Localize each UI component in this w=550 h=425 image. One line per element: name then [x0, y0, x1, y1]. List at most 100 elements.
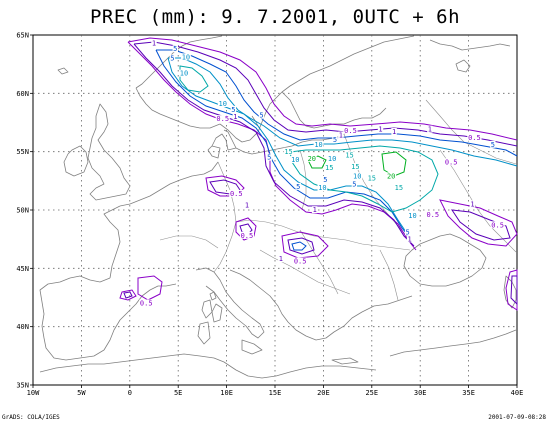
contour-label: 0.5	[140, 300, 153, 308]
contour-label-bg	[215, 115, 230, 123]
x-tick-label: 20E	[317, 389, 330, 397]
y-tick-label: 50N	[16, 207, 29, 215]
contour-label-bg	[350, 163, 361, 170]
contour-label: 15	[345, 151, 353, 159]
contour-label-bg	[229, 189, 244, 197]
contour-label-bg	[230, 105, 237, 113]
x-tick-label: 10E	[220, 389, 233, 397]
contour-label: 15	[284, 148, 292, 156]
y-tick-label: 65N	[16, 32, 29, 40]
contour-label-bg	[322, 175, 329, 183]
gridlines	[33, 35, 517, 385]
coastlines	[39, 35, 517, 379]
contour-label-bg	[317, 184, 328, 191]
contour-label: 5	[170, 55, 174, 63]
contour-label-bg	[351, 180, 358, 188]
contour-label-bg	[151, 39, 157, 47]
contour-label: 20	[308, 155, 316, 163]
contour-label-bg	[394, 184, 404, 191]
contour-label: 0.5	[468, 134, 481, 142]
contour-label: 5	[267, 154, 271, 162]
contour-label: 5	[323, 176, 327, 184]
contour-label-bg	[295, 182, 301, 190]
contour-label-bg	[139, 299, 154, 307]
contour-label: 15	[368, 175, 376, 183]
contour-label-bg	[290, 156, 301, 163]
contour-label-bg	[324, 164, 335, 172]
contour-label: 15	[325, 164, 333, 172]
x-tick-label: 25E	[365, 389, 378, 397]
x-tick-label: 35E	[462, 389, 475, 397]
contour-label: 5	[231, 106, 235, 114]
contour-label-bg	[338, 131, 344, 139]
contour-label: 5	[296, 183, 300, 191]
contour-label-bg	[278, 255, 284, 263]
contour-label: 10	[314, 141, 322, 149]
contour-label-bg	[352, 172, 363, 180]
contour-label-bg	[404, 228, 411, 236]
contour-label: 20	[387, 172, 395, 180]
x-axis-ticks: 10W 5W 0 5E 10E 15E 20E 25E 30E 35E 40E	[27, 385, 524, 397]
contour-label: 1	[378, 126, 382, 134]
contour-label: 1	[470, 200, 474, 208]
contour-label-bg	[386, 172, 397, 180]
y-axis-ticks: 35N 40N 45N 50N 55N 60N 65N	[16, 32, 33, 390]
contour-10	[167, 57, 518, 233]
contour-label: 10	[180, 70, 188, 78]
y-tick-label: 45N	[16, 265, 29, 273]
contour-label: 10	[408, 212, 416, 220]
x-tick-label: 5E	[174, 389, 182, 397]
contour-label-bg	[344, 151, 355, 159]
y-tick-label: 40N	[16, 323, 29, 331]
contour-label-bg	[391, 128, 397, 135]
contour-label: 0.5	[216, 115, 229, 123]
contour-label-bg	[217, 100, 228, 107]
contour-label: 1	[392, 128, 396, 136]
contour-label-bg	[293, 257, 308, 265]
contour-label: 0.5	[445, 158, 458, 166]
contour-label-bg	[172, 45, 178, 53]
contour-label-bg	[313, 140, 324, 148]
contour-label: 5	[259, 112, 263, 120]
contour-label: 5	[352, 181, 356, 189]
contour-label-bg	[232, 112, 239, 120]
contour-label: 0.5	[344, 127, 357, 135]
y-tick-label: 60N	[16, 90, 29, 98]
contour-label-bg	[239, 231, 255, 239]
contour-label: 1	[407, 235, 411, 243]
contour-label: 5	[173, 45, 177, 53]
contour-label: 1	[152, 39, 156, 47]
contour-5	[155, 49, 518, 251]
contour-1	[123, 41, 518, 306]
contour-label-bg	[283, 147, 294, 155]
contour-label: 1	[233, 113, 237, 121]
contour-label-bg	[490, 140, 496, 148]
x-tick-label: 15E	[269, 389, 282, 397]
contour-label-bg	[169, 54, 176, 62]
x-tick-label: 5W	[77, 389, 86, 397]
contour-label: 10	[328, 155, 336, 163]
contour-label-bg	[332, 136, 338, 144]
x-tick-label: 40E	[511, 389, 524, 397]
contour-label: 10	[219, 100, 227, 108]
contour-label-bg	[469, 200, 476, 208]
contour-label: 1	[279, 255, 283, 263]
footer-credit: GrADS: COLA/IGES	[2, 414, 60, 421]
contour-label: 10	[182, 53, 190, 61]
contour-label: 5	[333, 136, 337, 144]
contour-label-bg	[407, 212, 418, 219]
contour-label-bg	[266, 153, 272, 161]
contour-label: 0.5	[230, 190, 243, 198]
contour-label-bg	[425, 210, 440, 218]
x-tick-label: 10W	[27, 389, 40, 397]
map-title: PREC (mm): 9. 7.2001, 0UTC + 6h	[89, 6, 461, 28]
contour-label-bg	[258, 111, 265, 119]
contour-label-bg	[366, 174, 377, 182]
contour-label: 1	[339, 132, 343, 140]
contour-label: 10	[353, 172, 361, 180]
contour-label: 0.5	[491, 221, 504, 229]
contour-label-bg	[327, 154, 338, 162]
contour-label: 0.5	[241, 232, 254, 240]
